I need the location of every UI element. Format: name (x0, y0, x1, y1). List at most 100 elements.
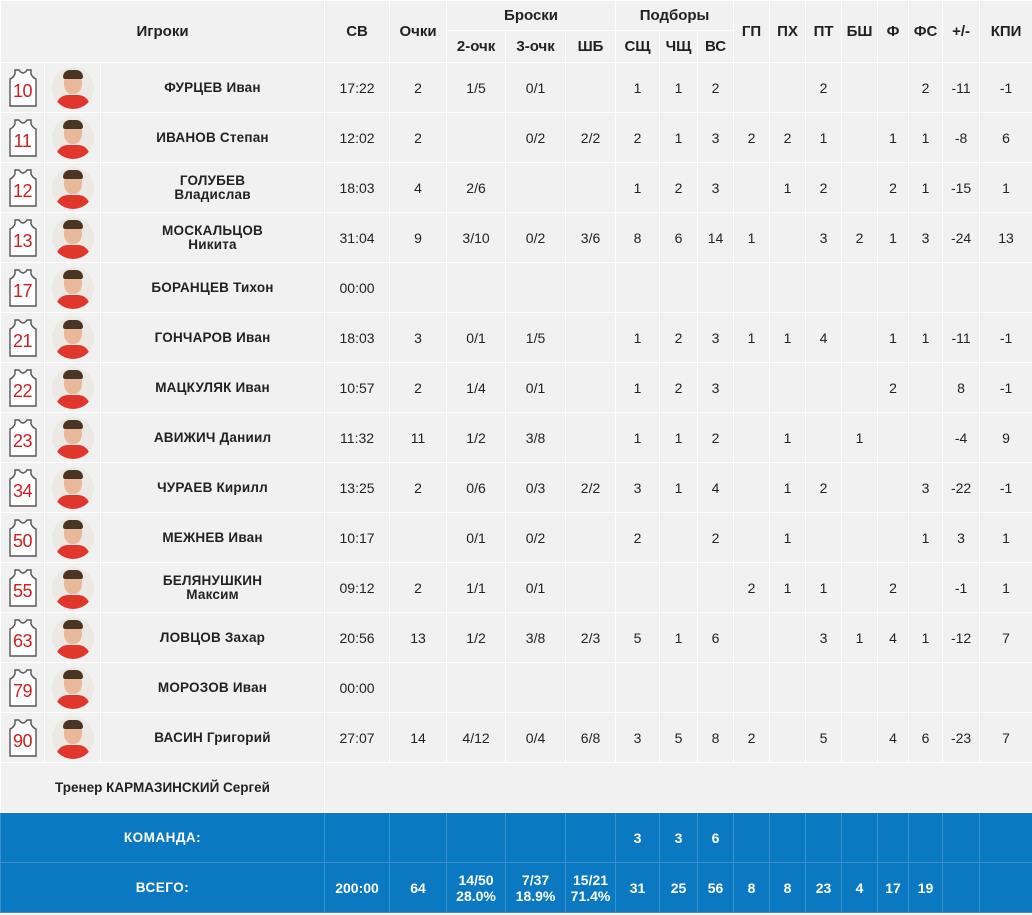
player-avatar[interactable] (51, 266, 94, 309)
stat-ft (565, 562, 617, 613)
player-row[interactable]: 21 ГОНЧАРОВ Иван 18:03 3 0/1 1/5 1 2 3 1 1 4 1 1 -11 -1 (0, 312, 1032, 363)
jersey-number: 13 (12, 230, 33, 251)
stat-fd: 6 (908, 712, 944, 763)
player-row[interactable]: 79 МОРОЗОВ Иван 00:00 (0, 662, 1032, 713)
col-header-blocks[interactable]: БШ (841, 0, 879, 63)
player-name[interactable]: МОСКАЛЬЦОВ Никита (102, 223, 324, 252)
player-last-name: МАЦКУЛЯК (155, 379, 232, 395)
stat-pts: 2 (389, 462, 448, 513)
player-name-cell[interactable]: ФУРЦЕВ Иван (99, 62, 326, 113)
stat-pts: 2 (389, 362, 448, 413)
stat-tot: 4 (697, 462, 735, 513)
stat-stl (769, 712, 807, 763)
player-avatar[interactable] (51, 166, 94, 209)
total-fd: 19 (908, 862, 944, 913)
jersey-cell: 50 (0, 512, 45, 563)
col-header-players[interactable]: Игроки (0, 0, 326, 63)
player-name-cell[interactable]: МОСКАЛЬЦОВ Никита (99, 212, 326, 263)
player-row[interactable]: 50 МЕЖНЕВ Иван 10:17 0/1 0/2 2 2 1 1 3 1 (0, 512, 1032, 563)
player-name[interactable]: МОРОЗОВ Иван (102, 680, 324, 695)
total-ast: 8 (733, 862, 771, 913)
col-header-fouls-drawn[interactable]: ФС (908, 0, 944, 63)
stat-off (659, 662, 699, 713)
player-name[interactable]: ЧУРАЕВ Кирилл (102, 480, 324, 495)
player-row[interactable]: 90 ВАСИН Григорий 27:07 14 4/12 0/4 6/8 3 5 8 2 5 4 6… (0, 712, 1032, 763)
player-row[interactable]: 11 ИВАНОВ Степан 12:02 2 0/2 2/2 2 1 3 2 2 1 1 1 -8 6 (0, 112, 1032, 163)
col-header-ft[interactable]: ШБ (565, 30, 617, 63)
total-fg2-made: 14/50 (458, 871, 494, 888)
player-name[interactable]: БЕЛЯНУШКИН Максим (102, 572, 324, 602)
player-row[interactable]: 13 МОСКАЛЬЦОВ Никита 31:04 9 3/10 0/2 3/6 8 6 14 1 3… (0, 212, 1032, 263)
player-name[interactable]: БОРАНЦЕВ Тихон (102, 280, 324, 295)
player-row[interactable]: 55 БЕЛЯНУШКИН Максим 09:12 2 1/1 0/1 2 1 1 2 -1 1 (0, 562, 1032, 613)
player-avatar[interactable] (51, 716, 94, 759)
player-name-cell[interactable]: МАЦКУЛЯК Иван (99, 362, 326, 413)
player-name-cell[interactable]: АВИЖИЧ Даниил (99, 412, 326, 463)
player-name[interactable]: ФУРЦЕВ Иван (102, 80, 324, 95)
player-name-cell[interactable]: ГОЛУБЕВ Владислав (99, 162, 326, 213)
player-avatar[interactable] (51, 216, 94, 259)
player-last-name: ГОЛУБЕВ (179, 172, 246, 188)
player-name[interactable]: ЛОВЦОВ Захар (102, 630, 324, 645)
col-header-plus-minus[interactable]: +/- (942, 0, 981, 63)
player-row[interactable]: 12 ГОЛУБЕВ Владислав 18:03 4 2/6 1 2 3 1 2 2 1 -15 1 (0, 162, 1032, 213)
col-header-points[interactable]: Очки (389, 0, 448, 63)
jersey-number: 17 (12, 280, 33, 301)
player-row[interactable]: 10 ФУРЦЕВ Иван 17:22 2 1/5 0/1 1 1 2 2 2 -11 -1 (0, 62, 1032, 113)
player-first-name: Григорий (206, 729, 271, 745)
player-name[interactable]: МАЦКУЛЯК Иван (102, 379, 324, 395)
jersey-icon: 34 (8, 468, 38, 507)
col-header-turnovers[interactable]: ПТ (805, 0, 843, 63)
player-first-name: Иван (235, 379, 270, 395)
col-header-off-reb[interactable]: ЧЩ (659, 30, 699, 63)
col-header-steals[interactable]: ПХ (769, 0, 807, 63)
col-header-assists[interactable]: ГП (733, 0, 771, 63)
col-header-minutes[interactable]: СВ (324, 0, 391, 63)
player-name[interactable]: МЕЖНЕВ Иван (102, 530, 324, 545)
stat-off (659, 262, 699, 313)
player-avatar[interactable] (51, 566, 94, 609)
player-avatar[interactable] (51, 516, 94, 559)
player-name-cell[interactable]: БОРАНЦЕВ Тихон (99, 262, 326, 313)
stat-blk (841, 712, 879, 763)
player-avatar[interactable] (51, 116, 94, 159)
player-name[interactable]: АВИЖИЧ Даниил (102, 430, 324, 445)
player-name[interactable]: ГОЛУБЕВ Владислав (102, 172, 324, 202)
player-avatar[interactable] (51, 316, 94, 359)
player-avatar[interactable] (51, 66, 94, 109)
player-name-cell[interactable]: МЕЖНЕВ Иван (99, 512, 326, 563)
player-name-cell[interactable]: ЛОВЦОВ Захар (99, 612, 326, 663)
player-name-cell[interactable]: МОРОЗОВ Иван (99, 662, 326, 713)
player-name-cell[interactable]: БЕЛЯНУШКИН Максим (99, 562, 326, 613)
player-name[interactable]: ИВАНОВ Степан (102, 130, 324, 145)
player-name-cell[interactable]: ЧУРАЕВ Кирилл (99, 462, 326, 513)
player-name[interactable]: ВАСИН Григорий (102, 729, 324, 745)
player-row[interactable]: 23 АВИЖИЧ Даниил 11:32 11 1/2 3/8 1 1 2 1 1 -4 9 (0, 412, 1032, 463)
col-header-2pt[interactable]: 2-очк (446, 30, 507, 63)
stat-def: 2 (615, 112, 661, 163)
player-row[interactable]: 17 БОРАНЦЕВ Тихон 00:00 (0, 262, 1032, 313)
player-avatar[interactable] (51, 366, 94, 409)
player-name[interactable]: ГОНЧАРОВ Иван (102, 330, 324, 345)
player-row[interactable]: 22 МАЦКУЛЯК Иван 10:57 2 1/4 0/1 1 2 3 2 8 -1 (0, 362, 1032, 413)
col-header-def-reb[interactable]: СЩ (615, 30, 661, 63)
team-pm (942, 812, 981, 863)
col-header-efficiency[interactable]: КПИ (979, 0, 1032, 63)
total-ft: 15/21 71.4% (565, 862, 617, 913)
player-avatar[interactable] (51, 616, 94, 659)
player-name-cell[interactable]: ИВАНОВ Степан (99, 112, 326, 163)
player-row[interactable]: 63 ЛОВЦОВ Захар 20:56 13 1/2 3/8 2/3 5 1 6 3 1 4 1 -12… (0, 612, 1032, 663)
col-header-total-reb[interactable]: ВС (697, 30, 735, 63)
player-last-name: БЕЛЯНУШКИН (162, 572, 263, 588)
player-avatar[interactable] (51, 416, 94, 459)
stat-to (805, 262, 843, 313)
player-name-cell[interactable]: ВАСИН Григорий (99, 712, 326, 763)
player-name-cell[interactable]: ГОНЧАРОВ Иван (99, 312, 326, 363)
player-avatar[interactable] (51, 666, 94, 709)
player-row[interactable]: 34 ЧУРАЕВ Кирилл 13:25 2 0/6 0/3 2/2 3 1 4 1 2 3 -22-… (0, 462, 1032, 513)
player-avatar[interactable] (51, 466, 94, 509)
total-pm (942, 862, 981, 913)
col-header-fouls[interactable]: Ф (877, 0, 910, 63)
col-header-3pt[interactable]: 3-очк (505, 30, 567, 63)
